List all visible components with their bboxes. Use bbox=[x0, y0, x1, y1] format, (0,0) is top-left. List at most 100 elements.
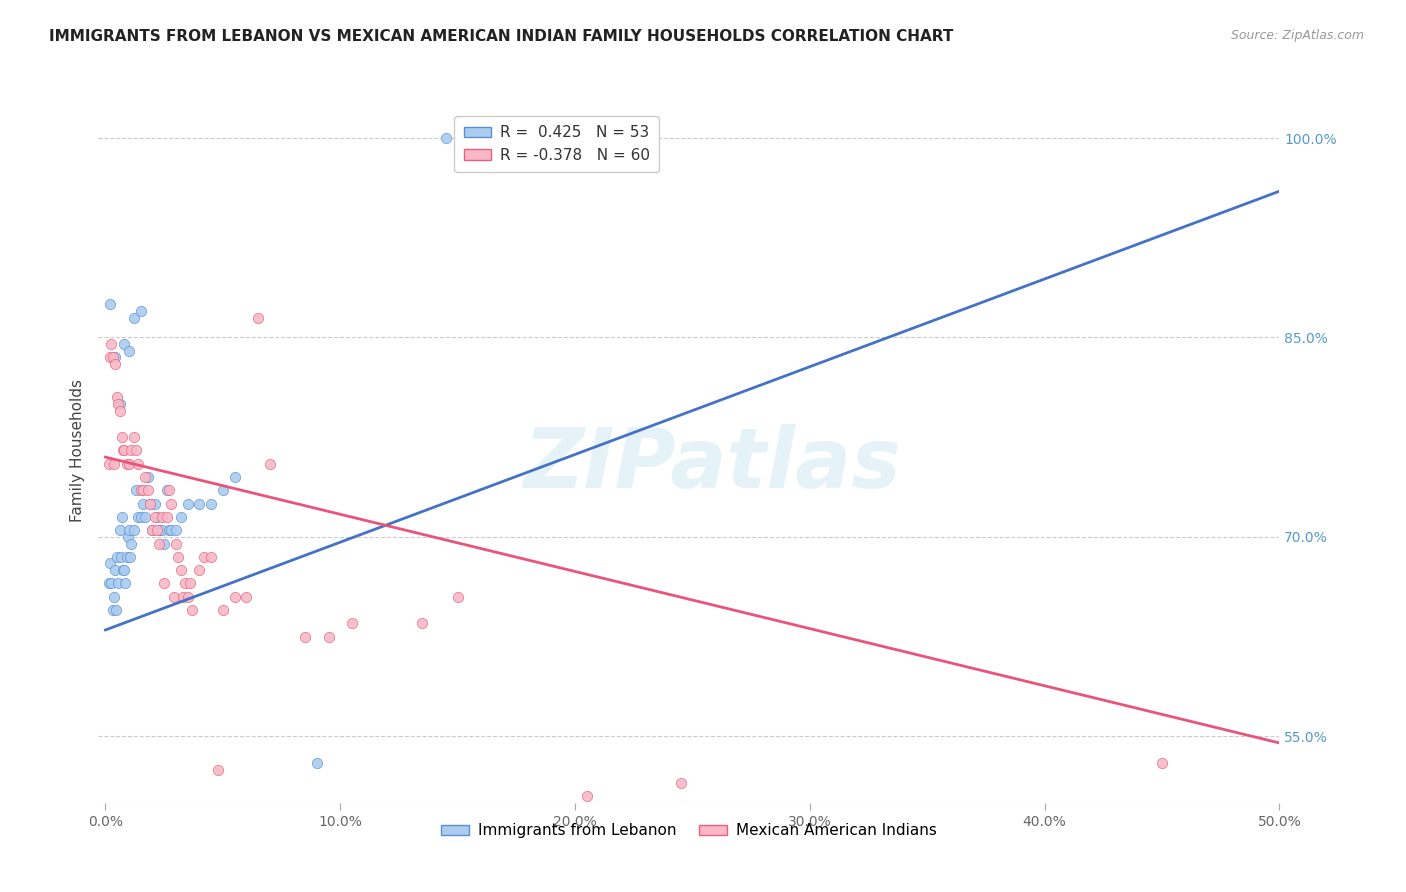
Point bbox=[136, 470, 159, 484]
Legend: Immigrants from Lebanon, Mexican American Indians: Immigrants from Lebanon, Mexican America… bbox=[434, 817, 943, 845]
Point bbox=[112, 337, 135, 351]
Point bbox=[193, 549, 215, 564]
Point bbox=[188, 497, 211, 511]
Point bbox=[155, 510, 177, 524]
Point bbox=[111, 510, 134, 524]
Point bbox=[247, 310, 270, 325]
Point bbox=[107, 576, 129, 591]
Point bbox=[129, 303, 152, 318]
Point bbox=[148, 536, 170, 550]
Point bbox=[98, 576, 121, 591]
Y-axis label: Family Households: Family Households bbox=[69, 379, 84, 522]
Point bbox=[146, 510, 169, 524]
Point bbox=[146, 523, 169, 537]
Point bbox=[120, 536, 142, 550]
Point bbox=[143, 497, 166, 511]
Point bbox=[169, 563, 191, 577]
Point bbox=[179, 576, 201, 591]
Point bbox=[104, 351, 127, 365]
Text: IMMIGRANTS FROM LEBANON VS MEXICAN AMERICAN INDIAN FAMILY HOUSEHOLDS CORRELATION: IMMIGRANTS FROM LEBANON VS MEXICAN AMERI… bbox=[49, 29, 953, 44]
Point bbox=[111, 430, 134, 444]
Point bbox=[104, 357, 127, 371]
Point bbox=[108, 523, 131, 537]
Point bbox=[188, 563, 211, 577]
Point bbox=[129, 510, 152, 524]
Point bbox=[157, 523, 180, 537]
Point bbox=[103, 590, 125, 604]
Point bbox=[340, 616, 363, 631]
Point bbox=[98, 351, 121, 365]
Point bbox=[132, 483, 155, 498]
Point bbox=[100, 576, 122, 591]
Point bbox=[212, 483, 235, 498]
Point bbox=[120, 443, 142, 458]
Point bbox=[172, 590, 194, 604]
Point bbox=[114, 576, 136, 591]
Point bbox=[110, 549, 132, 564]
Point bbox=[118, 523, 141, 537]
Point bbox=[122, 430, 145, 444]
Point bbox=[118, 343, 141, 358]
Point bbox=[132, 497, 155, 511]
Point bbox=[112, 443, 135, 458]
Point bbox=[169, 510, 191, 524]
Point bbox=[669, 776, 692, 790]
Point bbox=[112, 563, 135, 577]
Point bbox=[160, 523, 183, 537]
Text: Source: ZipAtlas.com: Source: ZipAtlas.com bbox=[1230, 29, 1364, 42]
Point bbox=[174, 576, 197, 591]
Point bbox=[165, 523, 187, 537]
Point bbox=[165, 536, 187, 550]
Point bbox=[107, 397, 129, 411]
Point bbox=[224, 590, 246, 604]
Point bbox=[318, 630, 340, 644]
Point bbox=[127, 510, 149, 524]
Point bbox=[129, 483, 152, 498]
Point bbox=[200, 549, 222, 564]
Point bbox=[139, 497, 162, 511]
Text: ZIPatlas: ZIPatlas bbox=[523, 424, 901, 505]
Point bbox=[98, 457, 121, 471]
Point bbox=[200, 497, 222, 511]
Point bbox=[112, 443, 135, 458]
Point bbox=[224, 470, 246, 484]
Point bbox=[105, 390, 128, 404]
Point bbox=[120, 549, 142, 564]
Point bbox=[181, 603, 204, 617]
Point bbox=[447, 590, 470, 604]
Point bbox=[155, 483, 177, 498]
Point bbox=[305, 756, 328, 770]
Point bbox=[103, 457, 125, 471]
Point bbox=[235, 590, 257, 604]
Point bbox=[207, 763, 229, 777]
Point bbox=[162, 590, 184, 604]
Point bbox=[1152, 756, 1174, 770]
Point bbox=[101, 603, 124, 617]
Point bbox=[108, 397, 131, 411]
Point bbox=[101, 351, 124, 365]
Point bbox=[117, 530, 139, 544]
Point bbox=[122, 310, 145, 325]
Point bbox=[411, 616, 433, 631]
Point bbox=[122, 523, 145, 537]
Point bbox=[153, 536, 176, 550]
Point bbox=[98, 297, 121, 311]
Point bbox=[141, 523, 163, 537]
Point bbox=[112, 563, 135, 577]
Point bbox=[157, 483, 180, 498]
Point bbox=[160, 497, 183, 511]
Point bbox=[143, 510, 166, 524]
Point bbox=[434, 131, 457, 145]
Point bbox=[810, 829, 832, 843]
Point bbox=[141, 523, 163, 537]
Point bbox=[108, 403, 131, 417]
Point bbox=[115, 457, 138, 471]
Point bbox=[125, 443, 148, 458]
Point bbox=[98, 557, 121, 571]
Point bbox=[136, 483, 159, 498]
Point bbox=[212, 603, 235, 617]
Point bbox=[153, 576, 176, 591]
Point bbox=[100, 337, 122, 351]
Point bbox=[125, 483, 148, 498]
Point bbox=[115, 549, 138, 564]
